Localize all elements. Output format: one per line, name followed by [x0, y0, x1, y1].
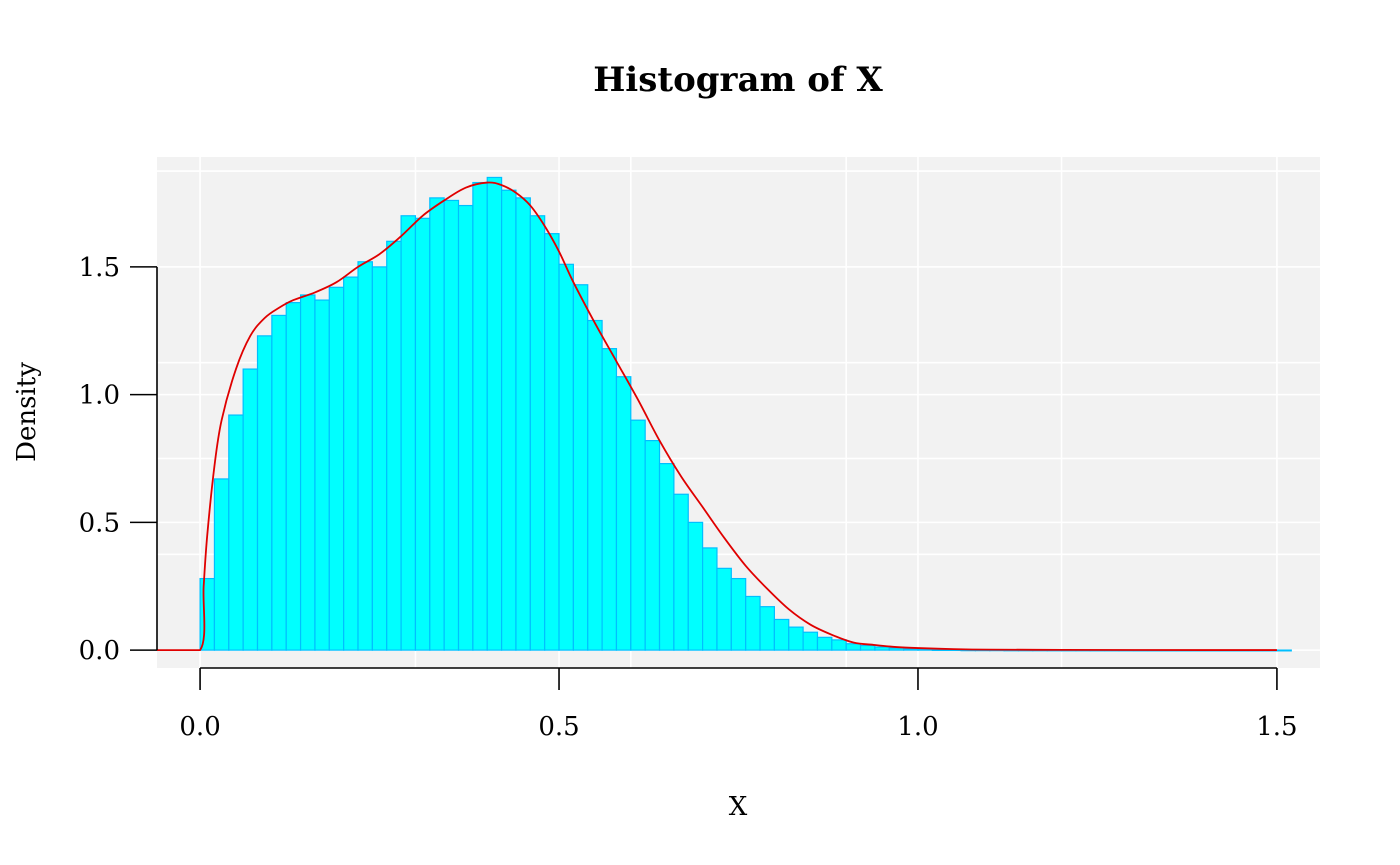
histogram-bar — [630, 419, 646, 651]
histogram-bar — [256, 335, 273, 651]
histogram-bar — [343, 276, 359, 651]
histogram-bar — [1276, 649, 1292, 652]
histogram-bar — [658, 463, 675, 651]
y-tick-label: 1.5 — [79, 253, 120, 283]
histogram-bar — [271, 314, 287, 651]
histogram-bar — [601, 348, 618, 651]
histogram-bar — [472, 181, 488, 651]
histogram-bar — [429, 197, 445, 651]
histogram-bar — [917, 648, 933, 651]
histogram-bar — [400, 215, 417, 651]
histogram-bar — [529, 215, 546, 651]
histogram-bar — [500, 189, 517, 651]
histogram-bar — [687, 521, 704, 651]
histogram-bar — [644, 440, 661, 651]
histogram-bar — [386, 240, 402, 651]
density-curve — [157, 181, 1277, 652]
histogram-bar — [242, 368, 259, 651]
axes: 0.0 0.5 1.0 1.5 0.0 0.5 1.0 1.5 — [79, 253, 1298, 742]
histogram-bar — [759, 606, 775, 651]
y-tick-label: 1.0 — [79, 381, 120, 411]
histogram-bar — [486, 176, 503, 651]
histogram-bar — [903, 648, 919, 651]
histogram-bar — [788, 626, 804, 651]
histogram-bar — [414, 217, 431, 651]
histogram-bar — [874, 646, 890, 651]
chart-title: Histogram of X — [593, 60, 883, 100]
histogram-bar — [544, 233, 560, 651]
histogram-bar — [572, 284, 589, 651]
histogram-bar — [730, 577, 747, 651]
histogram-bar — [773, 618, 790, 651]
histogram-bar — [371, 266, 388, 651]
histogram-bar — [859, 644, 876, 651]
y-tick-label: 0.5 — [79, 508, 120, 538]
histogram-bar — [457, 204, 474, 651]
histogram-bar — [702, 547, 718, 651]
histogram-bar — [888, 647, 905, 651]
histogram-bar — [615, 376, 632, 651]
x-tick-label: 0.0 — [179, 712, 220, 742]
histogram-bar — [745, 595, 761, 651]
histogram-bar — [299, 294, 316, 651]
x-tick-label: 1.5 — [1256, 712, 1297, 742]
histogram-bar — [199, 577, 216, 651]
histogram-bar — [587, 319, 603, 651]
histogram-bar — [357, 261, 373, 651]
histogram-bar — [515, 197, 531, 651]
y-tick-label: 0.0 — [79, 636, 120, 666]
histogram-bar — [673, 493, 689, 651]
histogram-bar — [845, 643, 862, 651]
y-axis-label: Density — [12, 362, 42, 462]
histogram-bar — [802, 631, 819, 651]
histogram-bars — [199, 176, 1292, 652]
x-axis-label: X — [729, 792, 748, 822]
x-tick-label: 0.5 — [538, 712, 579, 742]
histogram-bar — [443, 199, 460, 651]
histogram-bar — [285, 302, 302, 651]
histogram-bar — [328, 286, 345, 651]
histogram-bar — [816, 636, 833, 651]
x-tick-label: 1.0 — [897, 712, 938, 742]
histogram-bar — [228, 414, 244, 651]
histogram-bar — [213, 478, 230, 651]
histogram-bar — [558, 263, 574, 651]
histogram-bar — [831, 639, 847, 651]
histogram-bar — [716, 567, 732, 651]
histogram-bar — [314, 299, 330, 651]
